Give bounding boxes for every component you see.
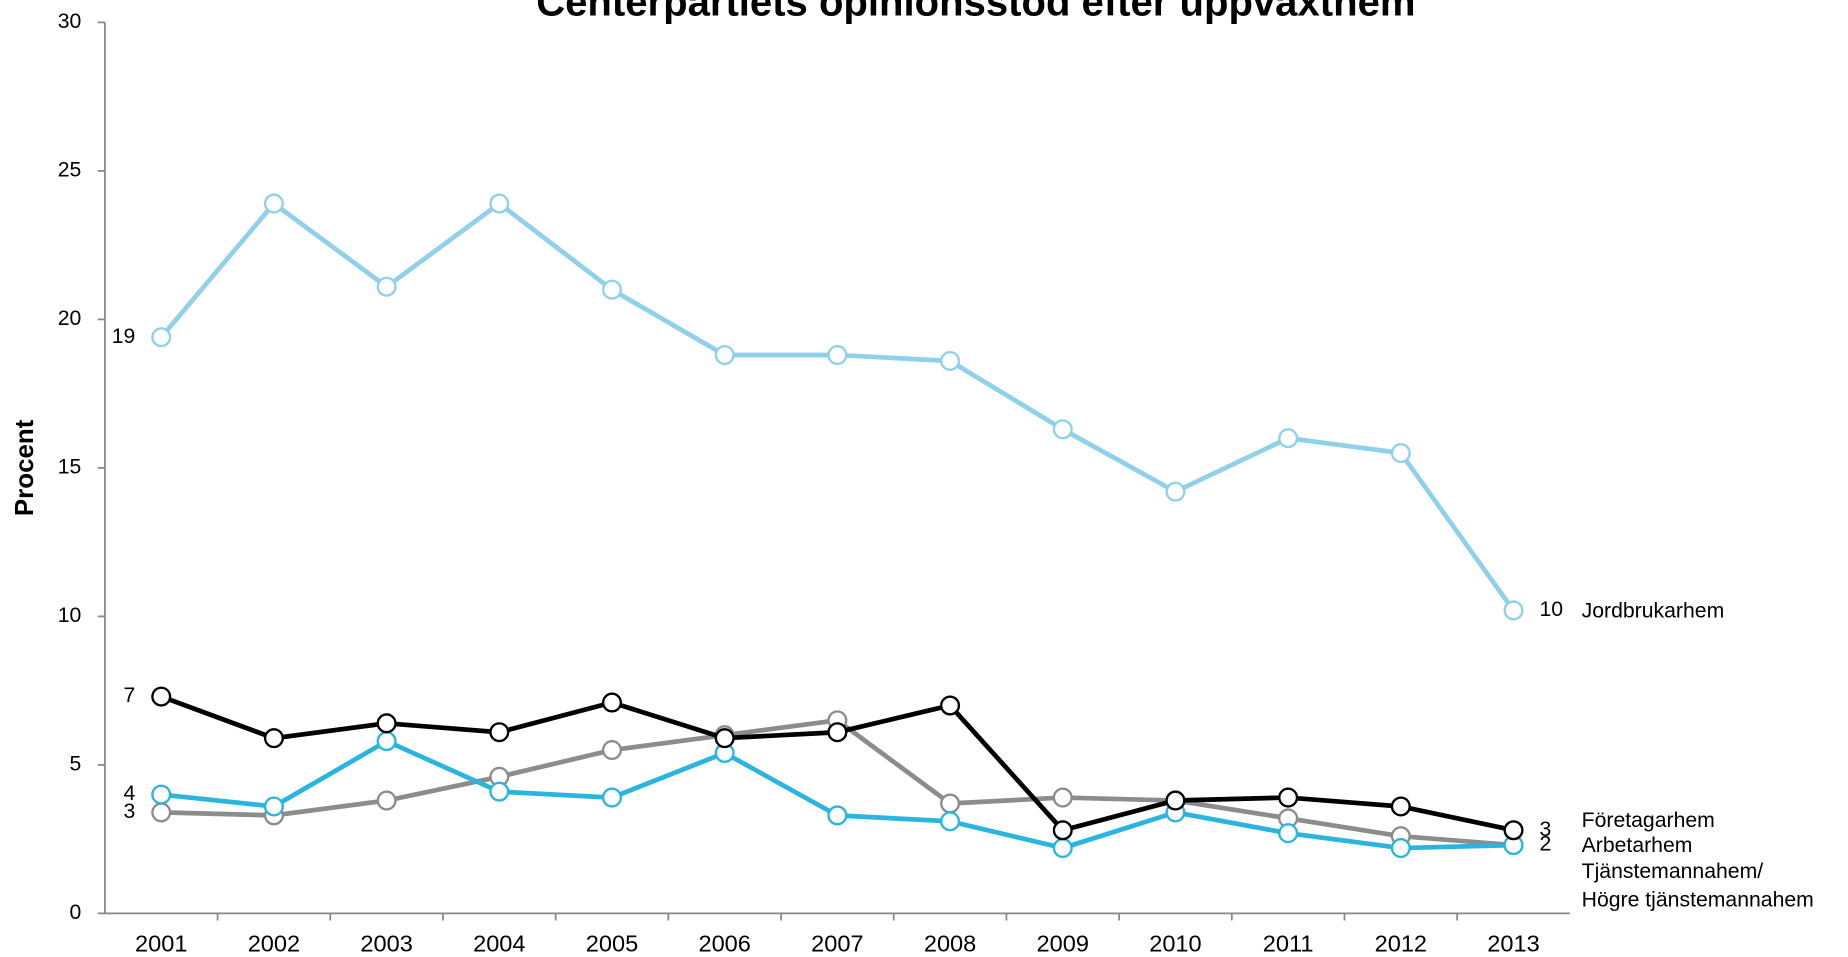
x-tick-label: 2007 xyxy=(811,930,863,956)
data-point xyxy=(376,276,397,297)
data-point xyxy=(940,695,961,716)
data-point xyxy=(263,796,284,817)
data-point xyxy=(940,350,961,371)
data-point xyxy=(151,784,172,805)
series-line xyxy=(160,738,1514,851)
data-label: 19 xyxy=(112,325,136,348)
chart-title: Centerpartiets opinionsstöd efter uppväx… xyxy=(536,0,1415,24)
data-point xyxy=(827,805,848,826)
data-point xyxy=(1503,600,1524,621)
x-tick-label: 2006 xyxy=(698,930,750,956)
data-point xyxy=(263,193,284,214)
data-point xyxy=(1278,428,1299,449)
y-tick-label: 5 xyxy=(70,753,82,776)
x-tick-label: 2002 xyxy=(248,930,300,956)
data-point xyxy=(489,722,510,743)
data-point xyxy=(827,345,848,366)
data-point xyxy=(151,686,172,707)
data-point xyxy=(1165,790,1186,811)
data-point xyxy=(489,193,510,214)
y-tick-label: 25 xyxy=(58,159,82,182)
y-tick-label: 30 xyxy=(58,10,82,33)
data-point xyxy=(1052,787,1073,808)
data-point xyxy=(151,327,172,348)
data-point xyxy=(714,728,735,749)
data-point xyxy=(1165,481,1186,502)
data-point xyxy=(376,731,397,752)
data-point xyxy=(601,787,623,808)
legend-label: Arbetarhem xyxy=(1582,834,1693,857)
data-point xyxy=(1278,823,1299,844)
data-label: 3 xyxy=(1539,818,1551,841)
x-tick-label: 2003 xyxy=(360,930,412,956)
data-point xyxy=(1278,787,1299,808)
x-tick-label: 2009 xyxy=(1037,930,1089,956)
data-point xyxy=(263,728,284,749)
y-axis-label: Procent xyxy=(11,419,39,516)
data-label: 3 xyxy=(124,800,136,823)
y-tick-label: 10 xyxy=(58,604,82,627)
data-point xyxy=(601,692,623,713)
legend-label-line: Högre tjänstemannahem xyxy=(1582,888,1814,911)
data-point xyxy=(1052,838,1073,859)
x-tick-label: 2011 xyxy=(1263,930,1314,956)
data-point xyxy=(1052,419,1073,440)
data-point xyxy=(940,811,961,832)
series-line xyxy=(159,200,1516,612)
y-tick-label: 15 xyxy=(58,456,82,479)
legend-label-line: Tjänstemannahem/ xyxy=(1582,860,1764,883)
x-tick-label: 2008 xyxy=(924,930,976,956)
data-label: 7 xyxy=(124,684,136,707)
data-point xyxy=(489,781,510,802)
y-tick-label: 20 xyxy=(58,307,82,330)
data-point xyxy=(601,279,623,300)
legend-label: Företagarhem xyxy=(1582,809,1715,832)
data-point xyxy=(376,713,397,734)
data-point xyxy=(1390,838,1411,859)
y-tick-label: 0 xyxy=(70,901,82,924)
data-point xyxy=(827,722,848,743)
legend-label: Jordbrukarhem xyxy=(1582,599,1725,622)
data-label: 4 xyxy=(124,782,136,805)
x-tick-label: 2010 xyxy=(1149,930,1201,956)
data-point xyxy=(151,802,172,823)
x-tick-label: 2013 xyxy=(1487,930,1539,956)
data-point xyxy=(1390,796,1411,817)
data-point xyxy=(714,345,735,366)
data-point xyxy=(376,790,397,811)
data-label: 10 xyxy=(1539,598,1563,621)
data-point xyxy=(601,740,623,761)
data-point xyxy=(1052,820,1073,841)
data-point xyxy=(1503,820,1524,841)
data-label: 2 xyxy=(1539,833,1551,856)
x-tick-label: 2005 xyxy=(586,930,638,956)
data-point xyxy=(940,793,961,814)
x-tick-label: 2004 xyxy=(473,930,525,956)
x-tick-label: 2012 xyxy=(1375,930,1427,956)
data-point xyxy=(1390,443,1411,464)
legend-label: Tjänstemannahem/Högre tjänstemannahem xyxy=(1582,860,1814,911)
x-tick-label: 2001 xyxy=(135,930,187,956)
